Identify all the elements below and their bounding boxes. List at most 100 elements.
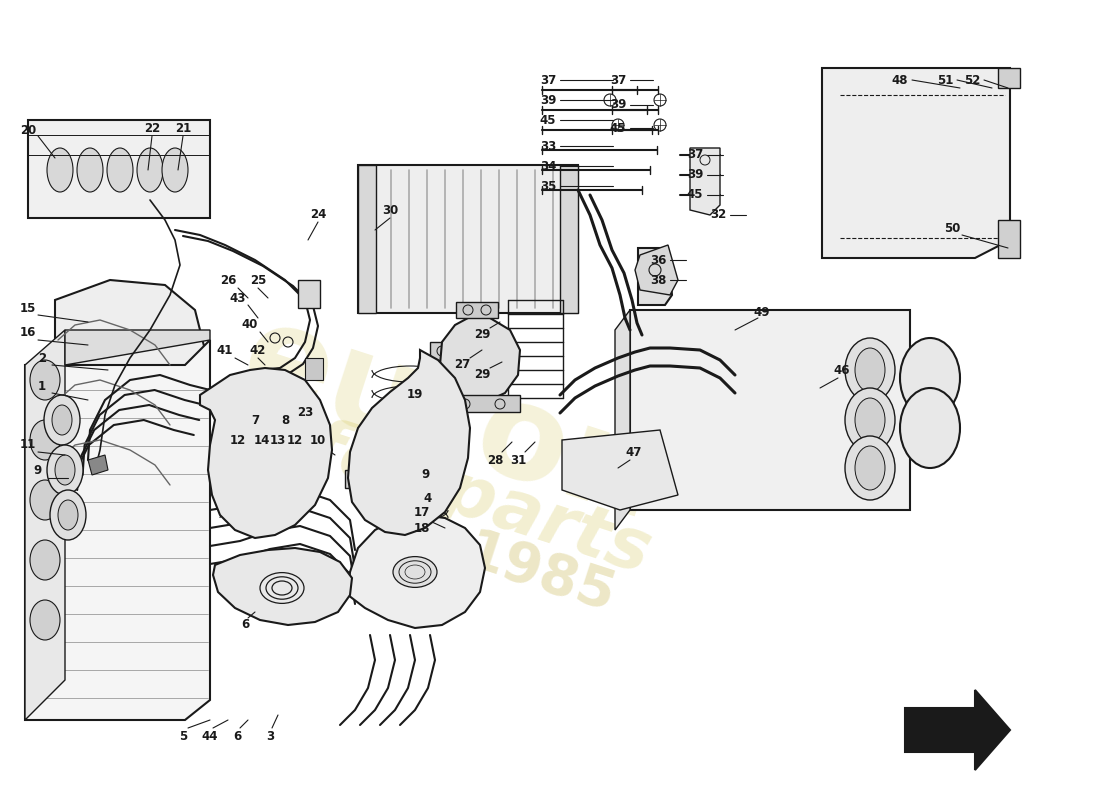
Text: 19: 19 bbox=[407, 389, 424, 402]
Text: 37: 37 bbox=[540, 74, 557, 86]
Polygon shape bbox=[638, 248, 672, 305]
Polygon shape bbox=[213, 548, 352, 625]
Text: 8: 8 bbox=[280, 414, 289, 426]
Text: for parts: for parts bbox=[300, 412, 660, 588]
Ellipse shape bbox=[52, 405, 72, 435]
Ellipse shape bbox=[162, 148, 188, 192]
Text: 27: 27 bbox=[454, 358, 470, 371]
Text: 17: 17 bbox=[414, 506, 430, 518]
Text: 9: 9 bbox=[34, 465, 42, 478]
Ellipse shape bbox=[900, 338, 960, 418]
Text: 45: 45 bbox=[609, 122, 626, 134]
Polygon shape bbox=[88, 455, 108, 475]
Polygon shape bbox=[998, 68, 1020, 88]
Text: 18: 18 bbox=[414, 522, 430, 535]
Text: 51: 51 bbox=[937, 74, 954, 86]
Text: 35: 35 bbox=[540, 179, 557, 193]
Text: 37: 37 bbox=[609, 74, 626, 86]
Text: 6: 6 bbox=[241, 618, 249, 631]
Polygon shape bbox=[446, 395, 520, 412]
Ellipse shape bbox=[44, 395, 80, 445]
Text: 25: 25 bbox=[250, 274, 266, 286]
Text: 43: 43 bbox=[230, 291, 246, 305]
Polygon shape bbox=[345, 470, 390, 488]
Ellipse shape bbox=[393, 557, 437, 587]
Text: 29: 29 bbox=[474, 329, 491, 342]
Text: 11: 11 bbox=[20, 438, 36, 451]
Text: 1: 1 bbox=[37, 379, 46, 393]
Text: 31: 31 bbox=[510, 454, 526, 466]
Text: 40: 40 bbox=[242, 318, 258, 331]
Text: 12: 12 bbox=[230, 434, 246, 447]
Ellipse shape bbox=[30, 480, 60, 520]
Text: 52: 52 bbox=[964, 74, 980, 86]
Bar bbox=[358, 165, 578, 313]
Text: 30: 30 bbox=[382, 203, 398, 217]
Text: 29: 29 bbox=[474, 369, 491, 382]
Ellipse shape bbox=[55, 455, 75, 485]
Polygon shape bbox=[200, 368, 332, 538]
Text: 16: 16 bbox=[20, 326, 36, 339]
Polygon shape bbox=[348, 515, 485, 628]
Text: 23: 23 bbox=[297, 406, 313, 418]
Polygon shape bbox=[998, 220, 1020, 258]
Polygon shape bbox=[65, 330, 210, 365]
Text: 41: 41 bbox=[217, 343, 233, 357]
Ellipse shape bbox=[845, 436, 895, 500]
Text: 13: 13 bbox=[270, 434, 286, 447]
Text: 39: 39 bbox=[540, 94, 557, 106]
Text: 7: 7 bbox=[251, 414, 260, 426]
Ellipse shape bbox=[30, 360, 60, 400]
Bar bbox=[305, 358, 323, 380]
Text: 34: 34 bbox=[540, 159, 557, 173]
Ellipse shape bbox=[30, 420, 60, 460]
Text: 32: 32 bbox=[710, 209, 726, 222]
Text: 12: 12 bbox=[287, 434, 304, 447]
Bar bbox=[298, 280, 320, 308]
Text: 9: 9 bbox=[421, 469, 429, 482]
Text: 26: 26 bbox=[220, 274, 236, 286]
Text: 44: 44 bbox=[201, 730, 218, 742]
Polygon shape bbox=[615, 310, 630, 530]
Polygon shape bbox=[440, 313, 520, 402]
Text: 14: 14 bbox=[254, 434, 271, 447]
Text: 33: 33 bbox=[540, 139, 557, 153]
Polygon shape bbox=[822, 68, 1010, 258]
Text: 38: 38 bbox=[650, 274, 667, 286]
Ellipse shape bbox=[47, 148, 73, 192]
Text: 37: 37 bbox=[686, 149, 703, 162]
Ellipse shape bbox=[900, 388, 960, 468]
Ellipse shape bbox=[30, 600, 60, 640]
Polygon shape bbox=[25, 340, 210, 720]
Ellipse shape bbox=[77, 148, 103, 192]
Text: 39: 39 bbox=[686, 169, 703, 182]
Ellipse shape bbox=[845, 338, 895, 402]
Ellipse shape bbox=[107, 148, 133, 192]
Ellipse shape bbox=[30, 540, 60, 580]
Polygon shape bbox=[28, 120, 210, 218]
Polygon shape bbox=[456, 302, 498, 318]
Text: euton: euton bbox=[226, 293, 674, 547]
Polygon shape bbox=[48, 280, 205, 570]
Text: 24: 24 bbox=[310, 209, 327, 222]
Text: 4: 4 bbox=[424, 491, 432, 505]
Text: 45: 45 bbox=[686, 189, 703, 202]
Bar bbox=[560, 165, 578, 313]
Polygon shape bbox=[25, 330, 65, 720]
Ellipse shape bbox=[845, 388, 895, 452]
Polygon shape bbox=[905, 690, 1010, 770]
Text: 28: 28 bbox=[487, 454, 503, 466]
Text: 1985: 1985 bbox=[459, 526, 622, 625]
Text: 50: 50 bbox=[944, 222, 960, 234]
Text: 42: 42 bbox=[250, 343, 266, 357]
Polygon shape bbox=[635, 245, 678, 295]
Text: 20: 20 bbox=[20, 123, 36, 137]
Text: 46: 46 bbox=[834, 365, 850, 378]
Text: 3: 3 bbox=[266, 730, 274, 742]
Ellipse shape bbox=[855, 348, 886, 392]
Ellipse shape bbox=[47, 445, 82, 495]
Text: 21: 21 bbox=[175, 122, 191, 134]
Text: 2: 2 bbox=[37, 351, 46, 365]
Ellipse shape bbox=[58, 500, 78, 530]
Bar bbox=[630, 310, 910, 510]
